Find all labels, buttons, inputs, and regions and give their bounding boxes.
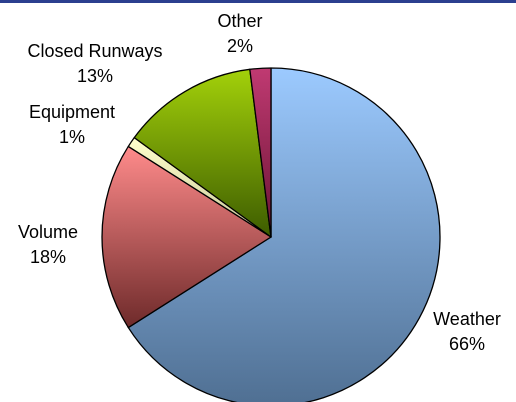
slice-label-equipment: Equipment [29, 102, 115, 122]
pie-slice-weather [127, 67, 441, 402]
slice-label-closed-runways: Closed Runways [27, 41, 162, 61]
slice-percent-other: 2% [227, 36, 253, 56]
slice-percent-volume: 18% [30, 247, 66, 267]
pie-labels: Weather 66% Volume 18% Equipment 1% Closed Run… [18, 11, 501, 354]
pie-slice-volume [101, 145, 272, 329]
slice-label-other: Other [217, 11, 262, 31]
pie-slice-closed-runways [133, 68, 272, 238]
slice-percent-equipment: 1% [59, 127, 85, 147]
slice-percent-closed-runways: 13% [77, 66, 113, 86]
top-accent-bar [0, 0, 516, 3]
slice-label-weather: Weather [433, 309, 501, 329]
pie-slices [101, 67, 441, 402]
slice-percent-weather: 66% [449, 334, 485, 354]
slice-label-volume: Volume [18, 222, 78, 242]
pie-slice-other [249, 67, 272, 238]
